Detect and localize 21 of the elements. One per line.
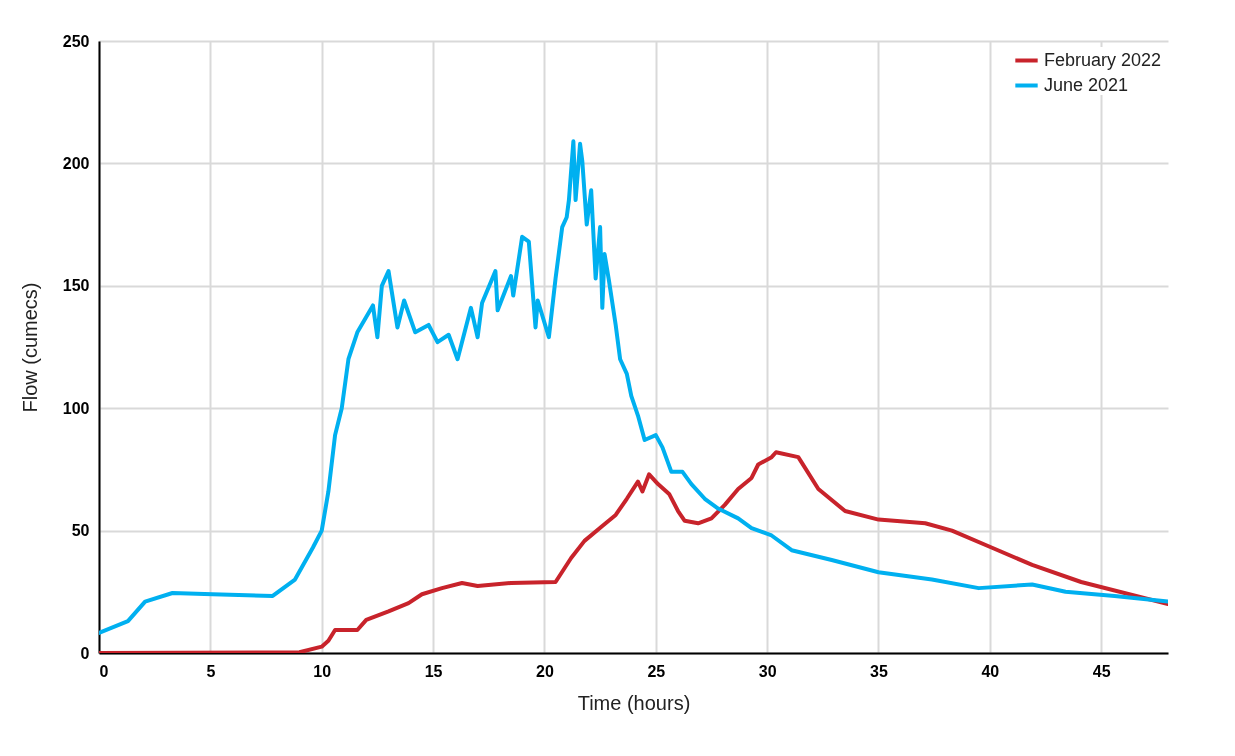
y-tick-label: 0 (80, 644, 90, 662)
y-tick-label: 250 (62, 32, 90, 50)
x-tick-label: 40 (981, 662, 1000, 680)
x-tick-label: 10 (313, 662, 332, 680)
x-tick-label: 45 (1092, 662, 1111, 680)
x-tick-label: 5 (206, 662, 216, 680)
line-series (99, 139, 1168, 635)
y-axis-title: Flow (cumecs) (18, 282, 41, 413)
x-tick-label: 25 (647, 662, 666, 680)
y-tick-label: 100 (62, 399, 90, 417)
x-tick-label: 35 (870, 662, 888, 680)
x-tick-label: 0 (99, 662, 109, 680)
y-tick-label: 50 (71, 522, 90, 540)
legend-label: June 2021 (1044, 74, 1129, 95)
x-axis-title: Time (hours) (577, 691, 691, 714)
y-tick-label: 200 (62, 154, 90, 172)
legend-label: February 2022 (1044, 49, 1162, 70)
x-tick-label: 15 (424, 662, 443, 680)
x-tick-label: 30 (758, 662, 777, 680)
y-tick-label: 150 (62, 277, 90, 295)
x-tick-label: 20 (536, 662, 554, 680)
